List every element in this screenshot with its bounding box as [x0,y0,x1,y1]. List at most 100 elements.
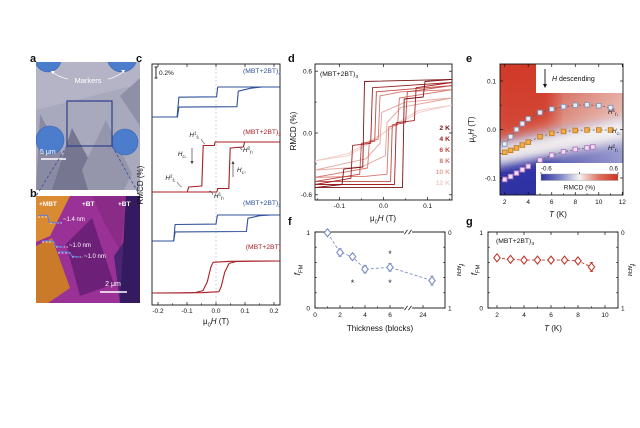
field-annotation: H2f↑ [243,145,254,155]
data-point-square [525,139,531,145]
flake-region [120,78,140,126]
trend-line [327,232,433,282]
flake-region [120,196,140,303]
flake-region [66,218,114,296]
y-tick-label: 0 [306,306,310,313]
data-point-diamond [336,247,344,258]
y-axis-label-right: fAFM [626,264,635,277]
region-label-mbt: +MBT [39,201,57,208]
loop-desc-12 K [315,104,452,162]
data-point-diamond [533,255,542,266]
data-point-diamond [560,255,569,266]
x-axis-label: T (K) [549,210,567,219]
legend-entry: 6 K [439,147,450,154]
annotation-connector [200,138,206,145]
x-tick-label: 6 [549,312,553,319]
data-point-diamond [428,275,436,286]
flake-region [92,196,128,250]
data-point-square [596,102,602,109]
y-tick-label-right: 0 [448,230,452,237]
y-axis-label-left: fFM [470,265,481,276]
annotation-arrowhead [231,161,235,164]
x-axis-label: T (K) [544,324,562,333]
zoom-region-outline [66,100,113,147]
x-tick-label: 0.2 [269,308,278,315]
data-point-square [525,163,531,170]
panel-label-g: g [466,216,473,228]
data-point-diamond [348,251,357,262]
flake-region [36,238,70,303]
height-profile [41,240,65,248]
x-tick-label: -0.2 [152,308,164,315]
y-tick-label-right: 1 [621,306,625,313]
data-point-square [519,167,526,173]
panel-d-title: (MBT+2BT)3 [320,71,358,80]
x-tick-label: 0.1 [423,203,432,210]
height-profile [37,214,62,224]
data-point-diamond [361,264,369,275]
loop-desc-4 K [315,82,452,185]
loop-desc-10 K [315,97,452,171]
data-point-square [501,149,508,156]
axis-break-slash [404,305,408,311]
axis-break-slash [408,305,412,311]
data-point-square [596,127,602,133]
asterisk-marker: * [388,249,392,259]
x-tick-label: 0 [313,312,317,319]
data-point-square [513,126,520,133]
loop-asc-8 K [315,89,452,178]
y-tick-label-right: 1 [448,306,452,313]
scalebar-label: 5 μm [40,149,56,156]
legend-entry: 2 K [439,125,450,132]
x-tick-label: 6 [388,312,392,319]
data-point-square [590,144,596,150]
annotation-connector [208,190,214,196]
x-tick-label: 4 [526,199,530,206]
legend-entry: 12 K [436,180,450,187]
y-tick-label: 0.0 [487,127,496,134]
x-axis-label: μ0H (T) [203,317,229,328]
series-label: Hc↓ [612,128,621,136]
data-point-square [584,127,590,133]
region-label-bt: +BT [118,201,130,208]
x-tick-label: 4 [363,312,367,319]
data-point-square [584,145,590,151]
markers-label: Markers [74,76,101,85]
data-point-diamond [547,255,555,266]
data-point-square [519,120,526,127]
height-profile [57,251,81,258]
legend-entry: 4 K [439,136,450,143]
series-label: H2f↓ [608,143,619,153]
x-tick-label: 2 [495,312,499,319]
scalebar-label: 0.2% [159,70,174,77]
data-point-square [525,116,531,122]
y-tick-label: -0.1 [485,175,497,182]
x-tick-label: 0.1 [240,308,249,315]
x-axis-label: Thickness (blocks) [347,324,414,333]
hysteresis-curve-desc [152,86,280,118]
x-axis-label: μ0H (T) [370,214,396,225]
field-annotation: H2f↓ [165,173,176,183]
y-axis-label: RMCD (%) [136,165,145,204]
curve-label: (MBT+2BT)3 [243,129,281,138]
data-point-diamond [506,254,515,265]
data-point-square [607,127,614,133]
panel-label-a: a [30,53,37,65]
x-tick-label: 2 [338,312,342,319]
colorbar [540,173,619,181]
descending-arrowhead [543,84,547,88]
data-point-square [607,104,614,111]
y-tick-label-right: 0 [621,230,625,237]
data-point-square [560,128,567,135]
x-tick-label: 8 [576,312,580,319]
thickness-label: ~1.0 nm [69,243,91,249]
zoom-connector-lines [36,145,140,197]
y-axis-label-right: fAFM [455,264,464,277]
field-annotation: Hc↓ [178,151,187,159]
panel-label-c: c [136,53,143,65]
marker-circle [36,125,65,155]
data-point-square [513,145,520,151]
x-tick-label: 6 [550,199,554,206]
